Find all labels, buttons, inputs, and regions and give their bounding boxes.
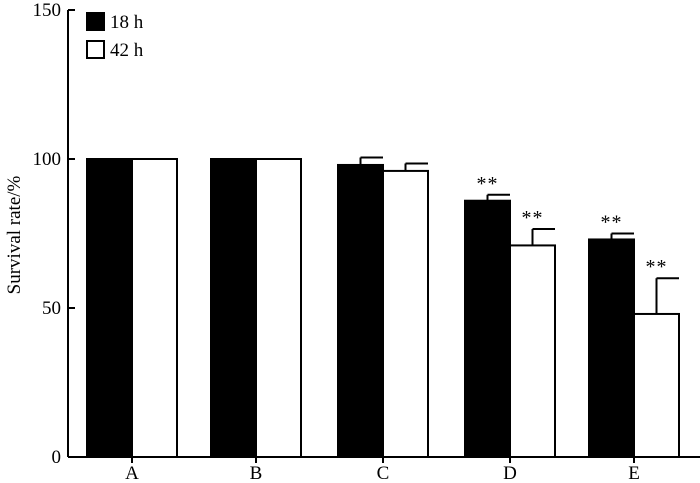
x-tick-label: C: [377, 463, 390, 483]
bar-A-series2: [131, 158, 178, 458]
annotations-layer: ** ** ** **: [477, 173, 668, 278]
legend-swatch-series2: [86, 40, 105, 59]
significance-mark-E-series2: **: [646, 256, 668, 278]
legend: 18 h 42 h: [86, 12, 144, 61]
y-tick-label: 50: [42, 298, 61, 319]
error-bars-layer: [359, 156, 679, 314]
bar-D-series1: [464, 199, 511, 458]
significance-mark-E-series1: **: [601, 212, 623, 234]
significance-mark-D-series1: **: [477, 173, 499, 195]
bars-layer: [86, 158, 680, 459]
bar-E-series2: [633, 312, 680, 458]
legend-swatch-series1: [86, 12, 105, 31]
bar-C-series2: [382, 169, 429, 458]
y-axis-title: Survival rate/%: [4, 175, 25, 294]
x-tick-label: A: [125, 463, 139, 483]
bar-B-series1: [210, 158, 257, 458]
legend-label-series2: 42 h: [110, 40, 144, 61]
bar-D-series2: [509, 244, 556, 458]
bar-C-series1: [337, 163, 384, 459]
bar-A-series1: [86, 158, 133, 458]
x-tick-label: E: [628, 463, 640, 483]
y-tick-label: 100: [33, 149, 62, 170]
y-tick-label: 0: [52, 447, 62, 468]
significance-mark-D-series2: **: [522, 207, 544, 229]
axes-layer: 0 50 100 150 A B C D E: [33, 0, 700, 483]
y-tick-label: 150: [33, 0, 62, 21]
bar-E-series1: [588, 238, 635, 458]
x-tick-label: B: [250, 463, 263, 483]
bar-B-series2: [255, 158, 302, 458]
x-tick-label: D: [503, 463, 517, 483]
legend-label-series1: 18 h: [110, 12, 144, 33]
